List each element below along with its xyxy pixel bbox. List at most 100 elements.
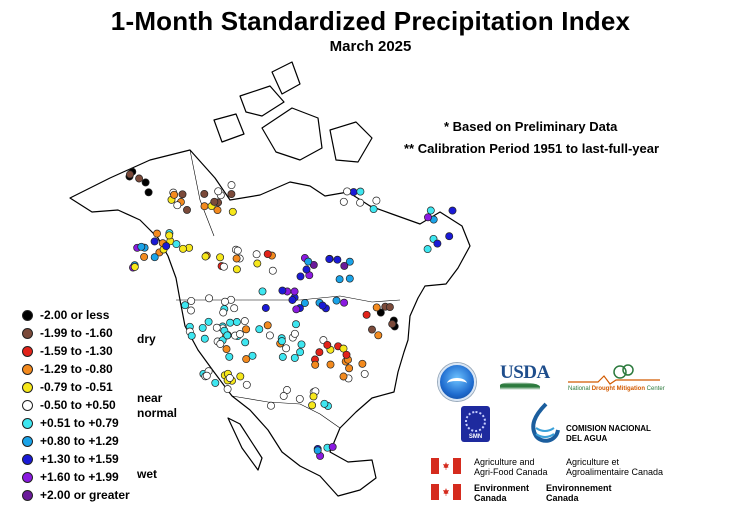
station-marker [356, 187, 365, 196]
station-marker [292, 305, 301, 314]
station-marker [211, 378, 220, 387]
station-marker [165, 231, 174, 240]
station-marker [140, 252, 149, 261]
station-marker [242, 380, 251, 389]
station-marker [277, 337, 286, 346]
station-marker [227, 190, 236, 199]
station-marker [267, 401, 275, 410]
legend-label: -0.79 to -0.51 [40, 380, 113, 394]
station-marker [253, 259, 262, 268]
station-marker [200, 202, 209, 211]
station-marker [248, 351, 257, 360]
legend: -2.00 or less -1.99 to -1.60 -1.59 to -1.3… [22, 306, 130, 504]
station-marker [292, 320, 300, 329]
station-marker [268, 266, 277, 275]
station-marker [162, 242, 171, 251]
smn-logo: SMN [461, 406, 490, 442]
arctic-island-3 [329, 121, 373, 163]
station-marker [150, 253, 159, 262]
ndmc-prefix: National [568, 386, 592, 392]
station-marker [374, 331, 383, 340]
ndmc-logo: National Drought Mitigation Center [568, 364, 665, 394]
legend-item: +0.80 to +1.29 [22, 432, 130, 450]
station-marker [144, 188, 153, 197]
aafc-french: Agriculture et Agroalimentaire Canada [566, 457, 663, 477]
legend-swatch-icon [22, 471, 33, 483]
station-marker [335, 275, 344, 284]
station-marker [219, 308, 228, 317]
station-marker [241, 338, 250, 347]
canada-flag-icon [431, 484, 461, 500]
station-marker [232, 254, 241, 263]
legend-item: -1.99 to -1.60 [22, 324, 130, 342]
station-marker [214, 187, 223, 196]
station-marker [205, 294, 214, 303]
station-marker [202, 371, 211, 380]
smn-label: SMN [468, 434, 483, 440]
usda-logo: USDA [500, 362, 550, 396]
ec-french-line-0: Environnement [546, 483, 612, 493]
baja [227, 417, 263, 471]
station-marker [315, 348, 324, 357]
station-marker [311, 360, 320, 369]
station-marker [278, 353, 287, 361]
legend-label: +2.00 or greater [40, 488, 130, 502]
legend-group-normal-line-1: normal [137, 406, 178, 420]
station-marker [233, 246, 242, 255]
legend-group-normal-line-0: near [137, 391, 163, 405]
station-marker [340, 261, 349, 270]
map-title: 1-Month Standardized Precipitation Index [110, 6, 631, 36]
station-marker [302, 265, 311, 274]
station-marker [296, 348, 305, 357]
station-marker [216, 340, 225, 348]
station-marker [219, 262, 228, 271]
station-marker [126, 170, 134, 179]
legend-item: -1.29 to -0.80 [22, 360, 130, 378]
legend-label: +1.60 to +1.99 [40, 470, 119, 484]
station-marker [187, 306, 195, 315]
legend-label: +0.80 to +1.29 [40, 434, 119, 448]
station-marker [325, 255, 334, 264]
station-marker [130, 263, 139, 271]
station-marker [360, 369, 369, 378]
canada-flag-icon [431, 458, 461, 474]
station-marker [240, 317, 249, 326]
station-marker [225, 374, 234, 382]
station-marker [187, 331, 196, 340]
station-marker [290, 353, 299, 362]
station-marker [153, 229, 161, 238]
station-marker [372, 196, 381, 205]
ndmc-tree-icon [568, 364, 660, 385]
station-marker [135, 174, 144, 183]
station-marker [333, 255, 342, 264]
station-marker [232, 265, 241, 274]
station-marker [423, 245, 432, 254]
station-marker [228, 207, 237, 216]
station-marker [141, 178, 150, 187]
conagua-drop-icon [531, 402, 560, 443]
station-marker [261, 304, 270, 312]
station-marker [187, 296, 196, 305]
station-marker [369, 205, 378, 214]
noaa-logo [438, 363, 476, 401]
legend-item: -1.59 to -1.30 [22, 342, 130, 360]
station-marker [376, 308, 385, 317]
station-marker [426, 206, 435, 215]
station-marker [356, 198, 365, 207]
station-marker [424, 213, 432, 222]
aafc-english: Agriculture and Agri-Food Canada [474, 457, 548, 477]
legend-label: -1.59 to -1.30 [40, 344, 113, 358]
station-marker [170, 190, 179, 199]
station-marker [179, 244, 187, 253]
alaska-border [189, 149, 215, 237]
arctic-island-4 [271, 61, 301, 95]
station-marker [242, 325, 251, 334]
preliminary-note: * Based on Preliminary Data [444, 119, 618, 134]
legend-group-wet: wet [137, 467, 158, 481]
station-marker [300, 299, 309, 307]
station-marker [358, 359, 367, 368]
station-marker [290, 287, 299, 296]
us-mexico-border [231, 395, 341, 429]
station-marker [296, 272, 305, 281]
legend-swatch-icon [22, 453, 33, 465]
